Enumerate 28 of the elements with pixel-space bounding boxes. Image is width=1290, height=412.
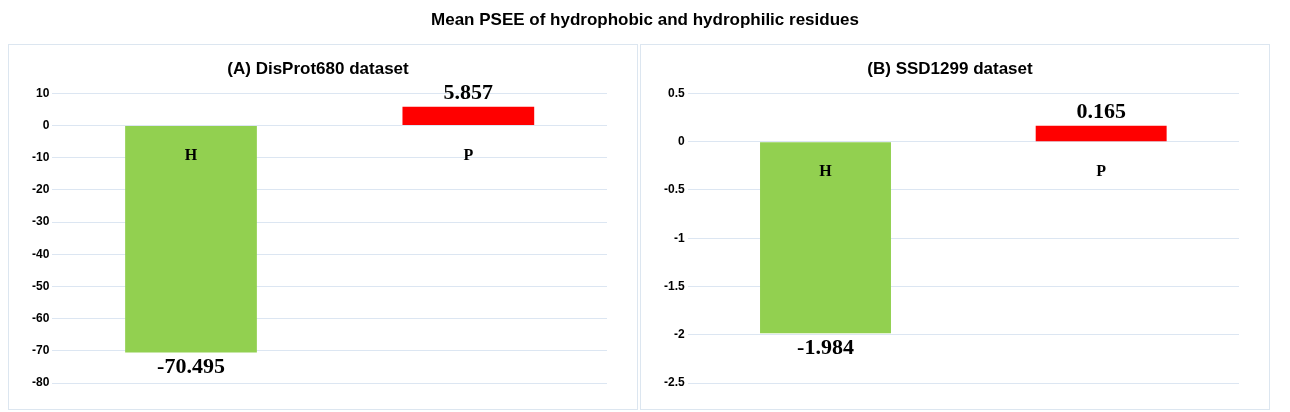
y-tick-label: 10 [35,85,50,100]
data-label: -1.984 [797,333,854,359]
x-tick-label: H [819,161,833,179]
y-tick-label: -50 [32,278,50,293]
y-tick-label: -2 [674,327,685,342]
data-label: 0.165 [1076,98,1126,124]
y-tick-label: -20 [32,182,50,197]
y-tick-label: -1 [674,230,685,245]
chart-title: (B) SSD1299 dataset [867,58,1034,78]
y-tick-label: -1.5 [663,278,685,293]
y-tick-label: -60 [32,310,50,325]
y-tick-label: 0 [677,133,685,148]
x-tick-label: P [1096,161,1107,179]
x-tick-label: P [463,145,474,163]
y-tick-label: -30 [32,214,50,229]
y-tick-label: 0 [42,117,50,132]
y-tick-label: -80 [32,375,50,390]
y-tick-label: 0.5 [667,85,685,100]
y-tick-label: -0.5 [663,182,685,197]
y-tick-label: -10 [32,150,50,165]
chart-title: (A) DisProt680 dataset [227,58,410,78]
text: Mean PSEE of hydrophobic and hydrophilic residues [430,10,860,30]
y-tick-label: -70 [32,343,50,358]
x-tick-label: H [184,145,198,163]
data-label: 5.857 [443,79,494,105]
y-tick-label: -2.5 [663,375,685,390]
data-label: -70.495 [157,353,225,379]
y-tick-label: -40 [32,246,50,261]
